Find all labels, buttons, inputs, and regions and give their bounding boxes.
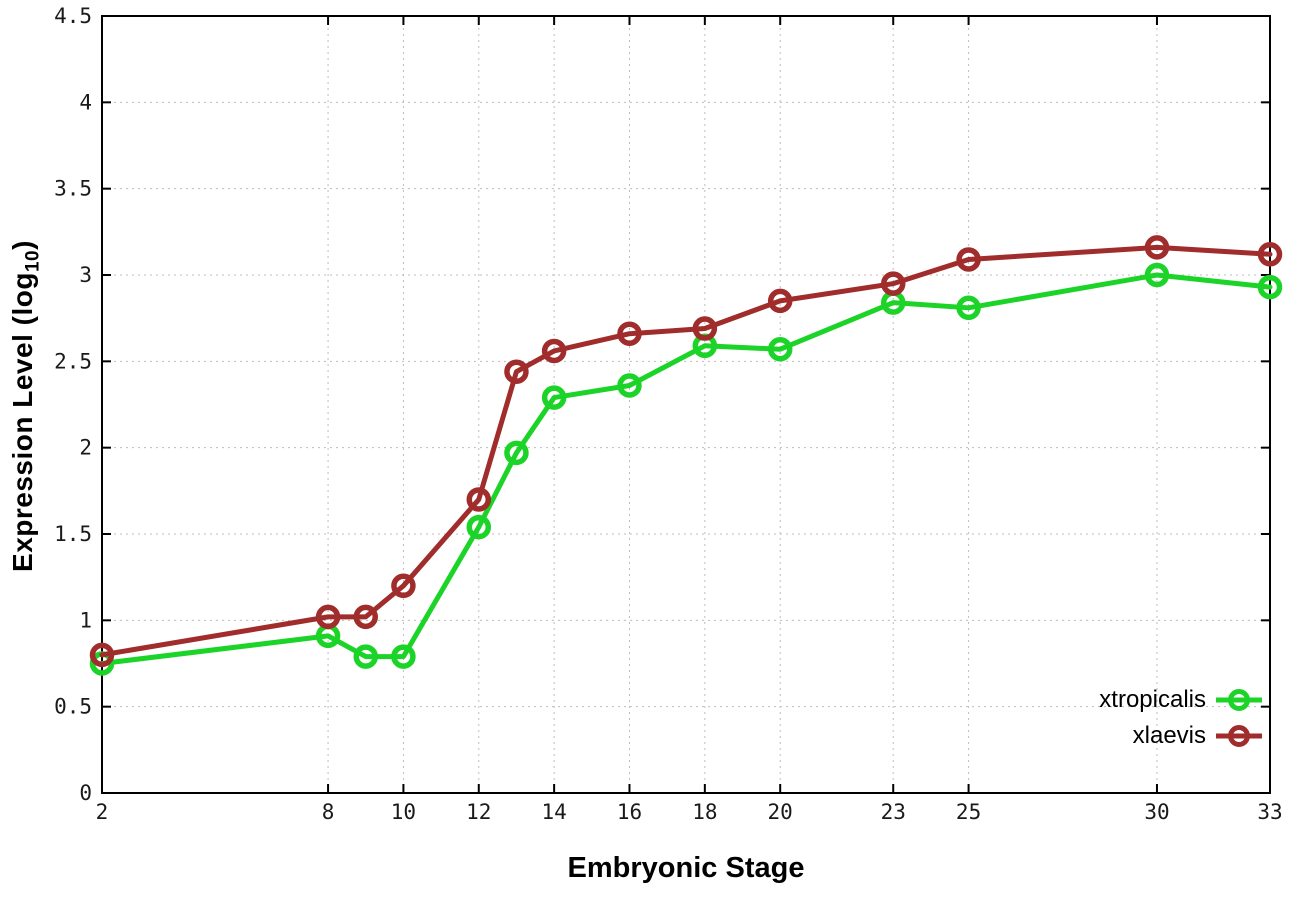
legend: xtropicalis xlaevis <box>1099 686 1262 750</box>
y-tick-label: 3.5 <box>54 177 92 201</box>
y-tick-label: 1 <box>79 608 92 632</box>
y-axis-title-text: Expression Level (log <box>7 272 38 572</box>
data-point-xtropicalis-stage-30 <box>1144 262 1170 288</box>
data-point-xlaevis-stage-13 <box>504 359 529 384</box>
data-point-xlaevis-stage-8 <box>315 604 341 630</box>
data-point-xlaevis-stage-2 <box>89 642 115 668</box>
x-axis-title: Embryonic Stage <box>567 852 805 884</box>
y-tick-label: 0 <box>79 781 92 805</box>
series-xlaevis-line <box>99 244 1273 658</box>
legend-marker-icon <box>1228 725 1250 747</box>
x-tick-label: 8 <box>322 800 335 824</box>
data-point-xlaevis-stage-30 <box>1144 235 1170 260</box>
series-xtropicalis-line <box>99 272 1273 666</box>
x-tick-label: 25 <box>956 800 981 824</box>
legend-item-xtropicalis: xtropicalis <box>1099 686 1262 714</box>
legend-marker-icon <box>1228 689 1250 711</box>
y-axis-title: Expression Level (log10) <box>7 56 47 756</box>
data-point-xlaevis-stage-14 <box>541 338 567 364</box>
legend-label-xlaevis: xlaevis <box>1132 722 1206 749</box>
legend-label-xtropicalis: xtropicalis <box>1099 686 1206 713</box>
y-tick-label: 2 <box>79 436 92 460</box>
x-tick-label: 23 <box>881 800 906 824</box>
data-point-xtropicalis-stage-16 <box>617 373 642 398</box>
y-tick-label: 4 <box>79 90 92 114</box>
data-point-xlaevis-stage-9 <box>353 604 378 630</box>
data-point-xtropicalis-stage-33 <box>1257 274 1283 300</box>
data-point-xtropicalis-stage-10 <box>391 644 416 669</box>
y-tick-label: 4.5 <box>54 4 92 28</box>
x-tick-label: 2 <box>96 800 109 824</box>
y-axis-title-subscript: 10 <box>22 249 44 273</box>
plot-border <box>101 15 1271 794</box>
data-point-xlaevis-stage-10 <box>391 573 416 599</box>
x-tick-label: 16 <box>617 800 642 824</box>
data-point-xtropicalis-stage-25 <box>956 295 981 321</box>
x-tick-label: 33 <box>1257 800 1282 824</box>
data-point-xlaevis-stage-18 <box>692 316 718 341</box>
data-point-xlaevis-stage-25 <box>956 247 981 272</box>
x-tick-label: 20 <box>768 800 793 824</box>
y-tick-label: 1.5 <box>54 522 92 546</box>
data-point-xlaevis-stage-20 <box>767 288 793 314</box>
y-tick-label: 0.5 <box>54 695 92 719</box>
line-marker-icon <box>1216 689 1262 711</box>
data-point-xtropicalis-stage-20 <box>767 336 793 362</box>
data-point-xtropicalis-stage-14 <box>541 385 567 410</box>
y-tick-label: 3 <box>79 263 92 287</box>
data-point-xtropicalis-stage-12 <box>466 514 492 540</box>
y-tick-label: 2.5 <box>54 349 92 373</box>
data-point-xtropicalis-stage-13 <box>504 440 529 466</box>
legend-item-xlaevis: xlaevis <box>1099 722 1262 750</box>
x-tick-label: 30 <box>1144 800 1169 824</box>
data-point-xlaevis-stage-33 <box>1257 242 1283 267</box>
y-axis-title-close: ) <box>7 240 38 250</box>
data-point-xtropicalis-stage-9 <box>353 644 378 669</box>
x-tick-label: 14 <box>541 800 566 824</box>
x-tick-label: 12 <box>466 800 491 824</box>
data-point-xlaevis-stage-12 <box>466 487 492 512</box>
x-tick-label: 18 <box>692 800 717 824</box>
x-tick-label: 10 <box>391 800 416 824</box>
data-point-xlaevis-stage-23 <box>880 271 906 296</box>
line-marker-icon <box>1216 725 1262 747</box>
data-point-xlaevis-stage-16 <box>617 321 642 346</box>
